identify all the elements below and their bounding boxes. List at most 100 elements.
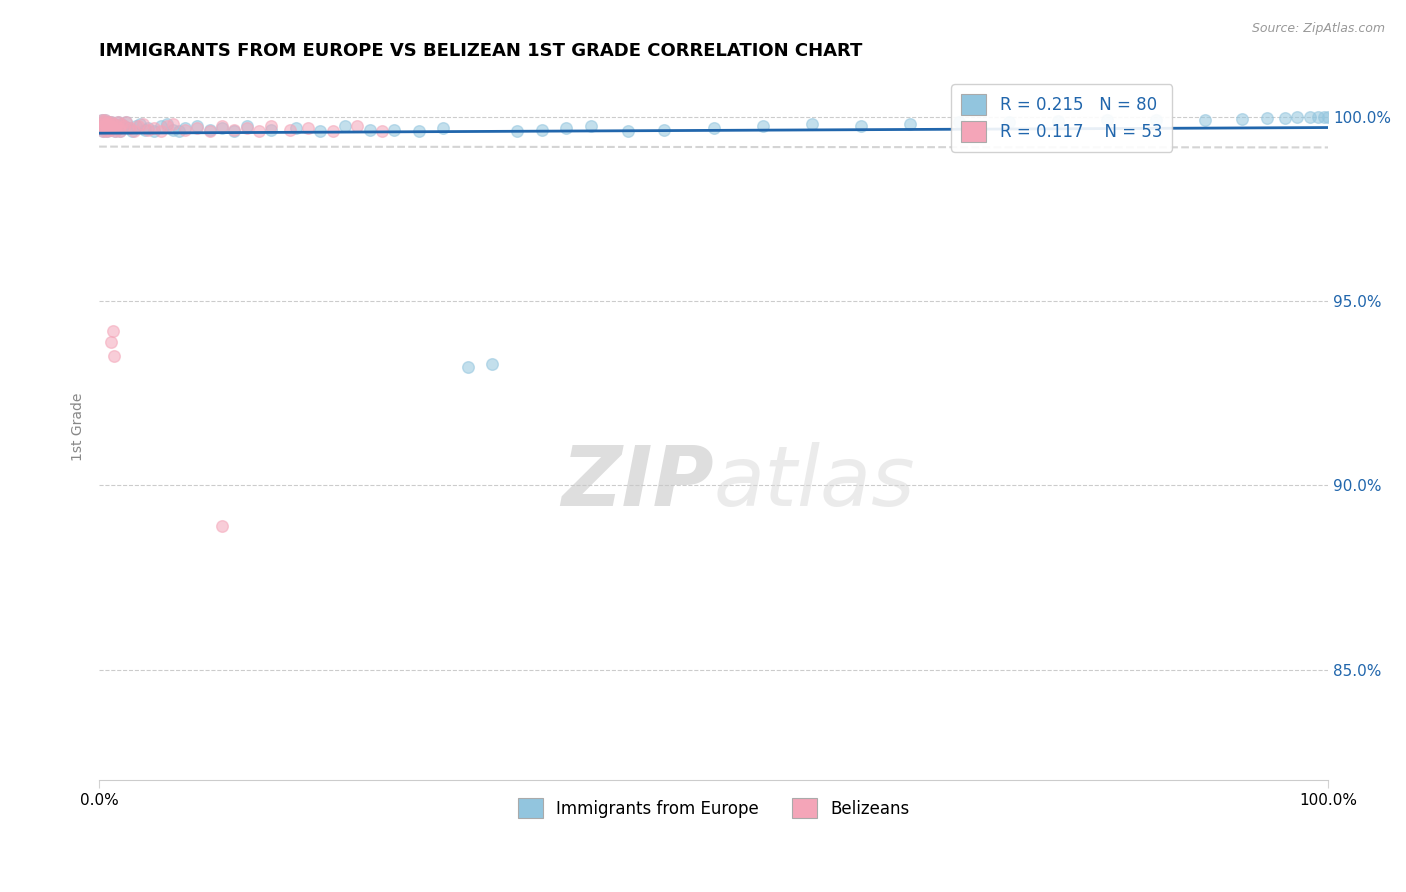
Point	[112, 119, 135, 133]
Point	[149, 119, 172, 133]
Point	[118, 120, 141, 135]
Point	[97, 119, 120, 133]
Point	[93, 122, 115, 136]
Point	[1313, 110, 1336, 124]
Point	[112, 119, 135, 133]
Point	[105, 119, 128, 133]
Point	[98, 122, 121, 136]
Point	[432, 120, 454, 135]
Point	[128, 117, 150, 131]
Point	[107, 115, 129, 129]
Point	[103, 117, 125, 131]
Point	[115, 115, 138, 129]
Point	[211, 119, 233, 133]
Point	[198, 124, 221, 138]
Point	[97, 117, 120, 131]
Point	[96, 120, 118, 135]
Point	[162, 122, 184, 136]
Point	[96, 124, 118, 138]
Point	[211, 519, 233, 533]
Point	[97, 120, 120, 135]
Point	[408, 124, 430, 138]
Point	[134, 122, 156, 136]
Point	[752, 119, 775, 133]
Legend: Immigrants from Europe, Belizeans: Immigrants from Europe, Belizeans	[510, 791, 917, 825]
Point	[121, 124, 143, 138]
Point	[506, 124, 529, 138]
Point	[1194, 112, 1216, 127]
Point	[1144, 113, 1167, 128]
Point	[703, 120, 725, 135]
Point	[143, 124, 166, 138]
Point	[104, 124, 127, 138]
Point	[1046, 114, 1069, 128]
Point	[89, 117, 111, 131]
Point	[346, 119, 368, 133]
Point	[555, 120, 578, 135]
Point	[100, 115, 122, 129]
Text: atlas: atlas	[714, 442, 915, 524]
Point	[359, 122, 381, 136]
Point	[247, 124, 270, 138]
Point	[94, 117, 117, 131]
Point	[898, 117, 921, 131]
Point	[948, 115, 970, 129]
Point	[108, 124, 131, 138]
Text: Source: ZipAtlas.com: Source: ZipAtlas.com	[1251, 22, 1385, 36]
Point	[91, 124, 114, 138]
Text: ZIP: ZIP	[561, 442, 714, 524]
Point	[143, 120, 166, 135]
Point	[97, 119, 120, 133]
Y-axis label: 1st Grade: 1st Grade	[72, 392, 86, 460]
Point	[260, 122, 283, 136]
Point	[108, 124, 131, 138]
Point	[1308, 110, 1330, 124]
Point	[174, 122, 197, 136]
Point	[100, 334, 122, 349]
Point	[260, 119, 283, 133]
Point	[616, 124, 638, 138]
Point	[1274, 111, 1296, 125]
Point	[107, 120, 129, 135]
Point	[122, 124, 145, 138]
Point	[654, 122, 676, 136]
Point	[1317, 110, 1340, 124]
Point	[105, 119, 128, 133]
Point	[97, 120, 120, 135]
Point	[284, 120, 307, 135]
Point	[90, 120, 112, 135]
Point	[1095, 113, 1118, 128]
Point	[162, 117, 184, 131]
Point	[235, 120, 257, 135]
Point	[117, 120, 139, 135]
Point	[94, 113, 117, 128]
Point	[167, 124, 190, 138]
Point	[1286, 111, 1309, 125]
Point	[97, 115, 120, 129]
Point	[103, 349, 125, 363]
Point	[198, 122, 221, 136]
Point	[107, 120, 129, 135]
Point	[125, 119, 148, 133]
Point	[186, 120, 208, 135]
Point	[211, 120, 233, 135]
Point	[174, 120, 197, 135]
Point	[93, 119, 115, 133]
Text: IMMIGRANTS FROM EUROPE VS BELIZEAN 1ST GRADE CORRELATION CHART: IMMIGRANTS FROM EUROPE VS BELIZEAN 1ST G…	[100, 42, 862, 60]
Point	[100, 119, 122, 133]
Point	[89, 117, 111, 131]
Point	[91, 115, 114, 129]
Point	[107, 115, 129, 129]
Point	[997, 115, 1019, 129]
Point	[224, 124, 246, 138]
Point	[94, 117, 117, 131]
Point	[309, 124, 332, 138]
Point	[103, 117, 125, 131]
Point	[1256, 111, 1278, 125]
Point	[90, 120, 112, 135]
Point	[101, 120, 124, 135]
Point	[97, 117, 120, 131]
Point	[371, 124, 394, 138]
Point	[156, 119, 179, 133]
Point	[278, 122, 301, 136]
